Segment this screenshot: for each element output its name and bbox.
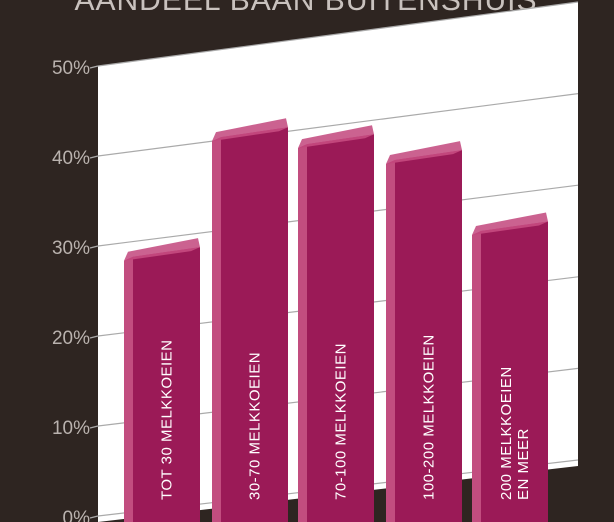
y-tick-label: 30% (52, 238, 90, 259)
bar-top-highlight (212, 118, 288, 142)
bar-top-highlight (298, 125, 374, 149)
tick-mark (89, 155, 99, 159)
bar (481, 221, 548, 522)
y-tick-label: 10% (52, 418, 90, 439)
bar-group: 30-70 MELKKOEIEN (212, 118, 288, 522)
chart-title: AANDEEL BAAN BUITENSHUIS (75, 0, 538, 17)
tick-mark (89, 515, 99, 519)
y-tick-label: 20% (52, 328, 90, 349)
bar-label: 30-70 MELKKOEIEN (247, 352, 264, 500)
bar (395, 150, 462, 522)
bar-top-highlight (386, 141, 462, 164)
bar-label-line: 30-70 MELKKOEIEN (247, 352, 264, 500)
y-tick-label: 0% (63, 508, 91, 522)
y-tick-label: 50% (52, 58, 90, 79)
bar-side (124, 256, 133, 522)
bar (133, 247, 200, 522)
bar-side (386, 159, 395, 522)
tick-mark (89, 65, 99, 69)
y-tick-label: 40% (52, 148, 90, 169)
bar-label: 200 MELKKOEIENEN MEER (498, 366, 532, 500)
bar (221, 127, 288, 522)
bar-label-line: 70-100 MELKKOEIEN (333, 343, 350, 500)
y-axis-ticks: 0% 10% 20% 30% 40% 50% (52, 58, 90, 522)
bar-label-line: EN MEER (515, 428, 532, 500)
tick-mark (89, 335, 99, 339)
bar-group: 100-200 MELKKOEIEN (386, 141, 462, 522)
bar-top-highlight (472, 212, 548, 236)
bar-label-line: 100-200 MELKKOEIEN (421, 334, 438, 500)
tick-mark (89, 425, 99, 429)
bar-label: 100-200 MELKKOEIEN (421, 334, 438, 500)
bar-group: 200 MELKKOEIENEN MEER (472, 212, 548, 522)
bar (307, 134, 374, 522)
bar-label-line: 200 MELKKOEIEN (498, 366, 515, 500)
bar-label: 70-100 MELKKOEIEN (333, 343, 350, 500)
tick-mark (89, 245, 99, 249)
bar-top-highlight (124, 238, 200, 261)
bar-side (472, 231, 481, 522)
bar-side (212, 137, 221, 522)
bar-group: 70-100 MELKKOEIEN (298, 125, 374, 522)
bar-label-line: TOT 30 MELKKOEIEN (159, 340, 176, 501)
bar-group: TOT 30 MELKKOEIEN (124, 238, 200, 522)
bars: TOT 30 MELKKOEIEN 30-70 MELKKOEIEN 70-100 … (124, 118, 548, 522)
grid-line (97, 1, 579, 67)
bar-side (298, 144, 307, 522)
grid-line (97, 93, 579, 157)
bar-label: TOT 30 MELKKOEIEN (159, 340, 176, 501)
